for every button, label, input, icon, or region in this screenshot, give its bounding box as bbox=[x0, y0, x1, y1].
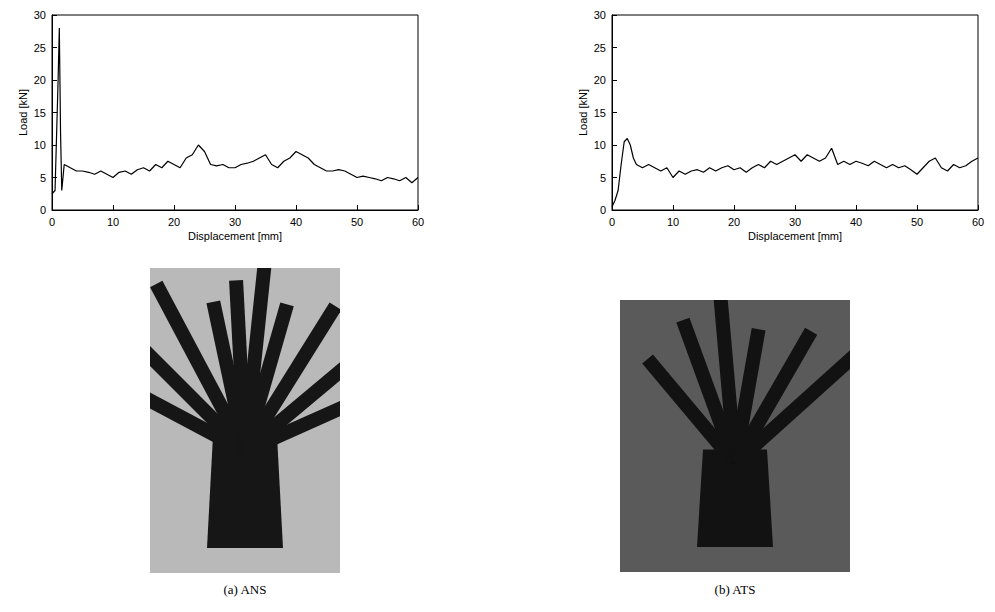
svg-text:5: 5 bbox=[40, 172, 46, 184]
svg-text:Displacement [mm]: Displacement [mm] bbox=[748, 230, 842, 242]
svg-text:0: 0 bbox=[40, 204, 46, 216]
svg-text:15: 15 bbox=[594, 107, 606, 119]
svg-text:20: 20 bbox=[34, 74, 46, 86]
svg-text:Displacement [mm]: Displacement [mm] bbox=[188, 230, 282, 242]
html-text:(b) ATS: (b) ATS bbox=[714, 582, 756, 597]
svg-text:5: 5 bbox=[600, 172, 606, 184]
svg-text:0: 0 bbox=[609, 216, 615, 228]
svg-text:60: 60 bbox=[972, 216, 984, 228]
svg-text:60: 60 bbox=[412, 216, 424, 228]
svg-text:Load [kN]: Load [kN] bbox=[17, 89, 29, 136]
html-text:(a) ANS: (a) ANS bbox=[223, 582, 267, 597]
svg-text:15: 15 bbox=[34, 107, 46, 119]
svg-text:20: 20 bbox=[728, 216, 740, 228]
svg-text:25: 25 bbox=[594, 42, 606, 54]
svg-text:40: 40 bbox=[290, 216, 302, 228]
svg-text:30: 30 bbox=[789, 216, 801, 228]
svg-text:10: 10 bbox=[34, 139, 46, 151]
svg-text:10: 10 bbox=[107, 216, 119, 228]
svg-text:30: 30 bbox=[229, 216, 241, 228]
svg-text:50: 50 bbox=[911, 216, 923, 228]
svg-text:Load [kN]: Load [kN] bbox=[577, 89, 589, 136]
svg-text:40: 40 bbox=[850, 216, 862, 228]
svg-text:10: 10 bbox=[594, 139, 606, 151]
svg-text:20: 20 bbox=[168, 216, 180, 228]
svg-text:0: 0 bbox=[600, 204, 606, 216]
svg-text:30: 30 bbox=[594, 9, 606, 21]
svg-text:20: 20 bbox=[594, 74, 606, 86]
svg-text:30: 30 bbox=[34, 9, 46, 21]
svg-text:0: 0 bbox=[49, 216, 55, 228]
svg-text:50: 50 bbox=[351, 216, 363, 228]
svg-text:10: 10 bbox=[667, 216, 679, 228]
svg-text:25: 25 bbox=[34, 42, 46, 54]
